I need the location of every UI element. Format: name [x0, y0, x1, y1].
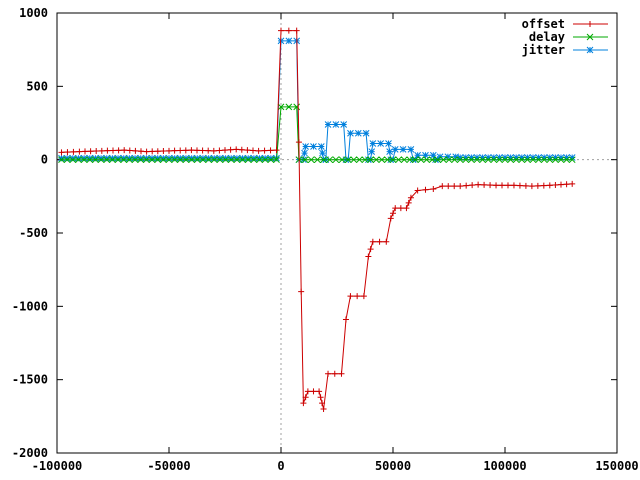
y-tick-label: 1000	[19, 6, 48, 20]
x-tick-label: -100000	[32, 459, 83, 473]
jitter-line	[61, 40, 573, 161]
x-tick-label: 50000	[375, 459, 411, 473]
offset-markers	[58, 27, 576, 412]
x-tick-label: -50000	[147, 459, 190, 473]
offset-line	[61, 30, 573, 410]
legend-marker-offset	[587, 21, 593, 27]
y-tick-label: 0	[41, 153, 48, 167]
y-tick-label: -500	[19, 226, 48, 240]
axis-ticks	[56, 12, 618, 454]
y-tick-label: -1500	[12, 373, 48, 387]
x-tick-label: 0	[277, 459, 284, 473]
tick-labels: -100000 -50000 0 50000 100000 150000 -2000 -150…	[12, 6, 639, 473]
legend-marker-jitter	[586, 46, 594, 54]
plot-frame	[56, 12, 618, 454]
zero-axis-lines	[57, 13, 617, 453]
delay-markers	[58, 103, 576, 164]
jitter-markers	[58, 37, 576, 164]
legend-label-delay: delay	[529, 30, 565, 44]
delay-series	[58, 103, 576, 164]
jitter-series	[58, 37, 576, 164]
legend-marker-delay	[586, 33, 594, 41]
y-tick-label: -1000	[12, 299, 48, 313]
legend-label-offset: offset	[522, 17, 565, 31]
delay-line	[61, 106, 573, 161]
series-layer	[58, 27, 576, 412]
x-tick-label: 100000	[483, 459, 526, 473]
y-tick-label: 500	[26, 79, 48, 93]
x-tick-label: 150000	[595, 459, 638, 473]
legend-label-jitter: jitter	[522, 43, 565, 57]
y-tick-label: -2000	[12, 446, 48, 460]
offset-series	[58, 27, 576, 412]
